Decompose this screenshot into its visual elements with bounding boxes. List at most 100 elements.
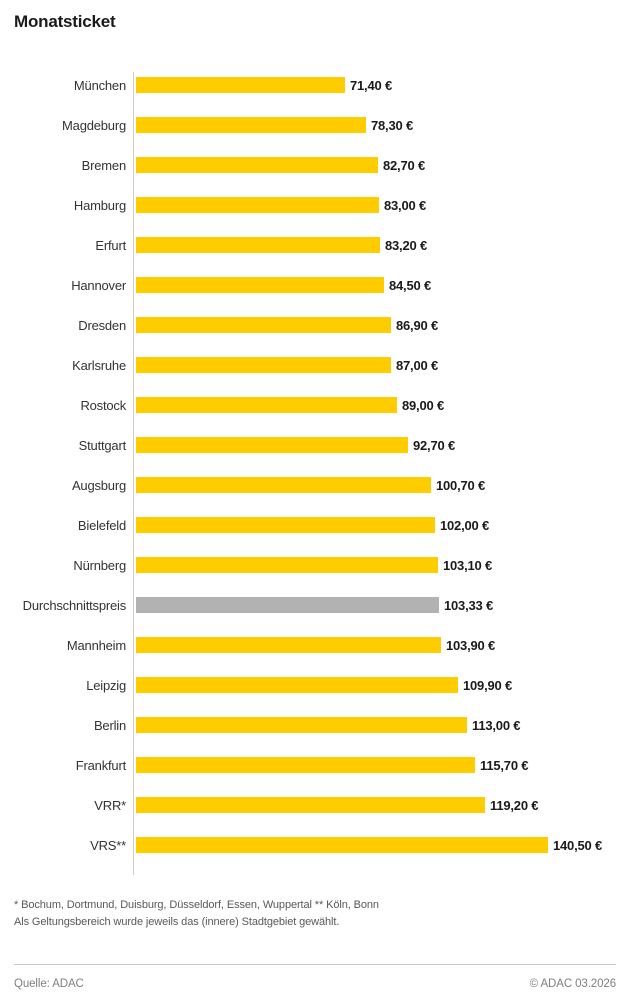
row-label: Hannover [71, 277, 126, 293]
chart-row: Nürnberg 103,10 € [0, 545, 630, 585]
value-label: 84,50 € [389, 277, 431, 293]
footnote-line-1: * Bochum, Dortmund, Duisburg, Düsseldorf… [14, 899, 379, 911]
value-label: 71,40 € [350, 77, 392, 93]
row-label: Bremen [81, 157, 127, 173]
city-bar [136, 117, 366, 133]
row-label: Magdeburg [62, 117, 126, 133]
row-label: Augsburg [71, 477, 126, 493]
chart-row: Bielefeld 102,00 € [0, 505, 630, 545]
value-label: 86,90 € [396, 317, 438, 333]
y-axis-line [133, 72, 134, 875]
footnote-line-2: Als Geltungsbereich wurde jeweils das (i… [14, 916, 340, 928]
value-label: 89,00 € [402, 397, 444, 413]
value-label: 100,70 € [436, 477, 486, 493]
chart-row: VRS** 140,50 € [0, 825, 630, 865]
chart-row: Hannover 84,50 € [0, 265, 630, 305]
page-title: Monatsticket [14, 12, 116, 31]
bar-wrap: 100,70 € [136, 477, 485, 493]
chart-row: VRR* 119,20 € [0, 785, 630, 825]
chart-rows: München 71,40 € Magdeburg 78,30 € Bremen 82,7… [0, 65, 630, 865]
value-label: 87,00 € [396, 357, 438, 373]
bar-wrap: 119,20 € [136, 797, 538, 813]
footer: Quelle: ADAC © ADAC 03.2026 [14, 978, 616, 990]
bar-wrap: 113,00 € [136, 717, 520, 733]
row-label: VRR* [94, 797, 126, 813]
bar-wrap: 84,50 € [136, 277, 431, 293]
copyright-label: © ADAC 03.2026 [529, 978, 616, 990]
city-bar [136, 517, 435, 533]
row-label: VRS** [90, 837, 126, 853]
city-bar [136, 357, 391, 373]
bar-wrap: 83,00 € [136, 197, 426, 213]
value-label: 78,30 € [371, 117, 413, 133]
row-label: Karlsruhe [72, 357, 126, 373]
chart-row: Hamburg 83,00 € [0, 185, 630, 225]
row-label: Bielefeld [77, 517, 126, 533]
bar-wrap: 71,40 € [136, 77, 392, 93]
bar-wrap: 103,90 € [136, 637, 495, 653]
bar-wrap: 92,70 € [136, 437, 455, 453]
value-label: 83,20 € [385, 237, 427, 253]
city-bar [136, 677, 458, 693]
bar-wrap: 115,70 € [136, 757, 528, 773]
row-label: Nürnberg [73, 557, 126, 573]
value-label: 103,90 € [446, 637, 496, 653]
city-bar [136, 157, 378, 173]
chart-row: Karlsruhe 87,00 € [0, 345, 630, 385]
value-label: 102,00 € [440, 517, 490, 533]
bar-wrap: 102,00 € [136, 517, 489, 533]
value-label: 140,50 € [553, 837, 603, 853]
city-bar [136, 837, 548, 853]
city-bar [136, 757, 475, 773]
chart-row: Berlin 113,00 € [0, 705, 630, 745]
row-label: Durchschnittspreis [22, 597, 127, 613]
row-label: Erfurt [95, 237, 126, 253]
bar-wrap: 86,90 € [136, 317, 438, 333]
average-bar [136, 597, 439, 613]
bar-wrap: 89,00 € [136, 397, 444, 413]
bar-wrap: 140,50 € [136, 837, 602, 853]
city-bar [136, 717, 467, 733]
city-bar [136, 397, 397, 413]
bar-chart: München 71,40 € Magdeburg 78,30 € Bremen 82,7… [0, 65, 630, 875]
chart-row: Leipzig 109,90 € [0, 665, 630, 705]
row-label: Frankfurt [75, 757, 126, 773]
bar-wrap: 83,20 € [136, 237, 427, 253]
row-label: Dresden [78, 317, 126, 333]
chart-row: Stuttgart 92,70 € [0, 425, 630, 465]
row-label: Leipzig [86, 677, 126, 693]
bar-wrap: 103,10 € [136, 557, 492, 573]
bar-wrap: 87,00 € [136, 357, 438, 373]
value-label: 103,33 € [444, 597, 494, 613]
value-label: 103,10 € [443, 557, 493, 573]
city-bar [136, 317, 391, 333]
row-label: Berlin [93, 717, 126, 733]
city-bar [136, 557, 438, 573]
row-label: Hamburg [73, 197, 126, 213]
city-bar [136, 197, 379, 213]
bar-wrap: 82,70 € [136, 157, 425, 173]
city-bar [136, 277, 384, 293]
value-label: 115,70 € [480, 757, 529, 773]
city-bar [136, 237, 380, 253]
row-label: Stuttgart [78, 437, 127, 453]
city-bar [136, 477, 431, 493]
chart-row: Rostock 89,00 € [0, 385, 630, 425]
city-bar [136, 437, 408, 453]
city-bar [136, 637, 441, 653]
city-bar [136, 797, 485, 813]
chart-row: Durchschnittspreis 103,33 € [0, 585, 630, 625]
chart-row: Frankfurt 115,70 € [0, 745, 630, 785]
row-label: Rostock [80, 397, 126, 413]
value-label: 109,90 € [463, 677, 513, 693]
value-label: 83,00 € [384, 197, 426, 213]
chart-row: Erfurt 83,20 € [0, 225, 630, 265]
bar-wrap: 78,30 € [136, 117, 413, 133]
chart-row: Mannheim 103,90 € [0, 625, 630, 665]
value-label: 92,70 € [413, 437, 455, 453]
footer-divider [14, 964, 616, 965]
row-label: München [73, 77, 126, 93]
value-label: 119,20 € [490, 797, 539, 813]
city-bar [136, 77, 345, 93]
chart-row: Bremen 82,70 € [0, 145, 630, 185]
